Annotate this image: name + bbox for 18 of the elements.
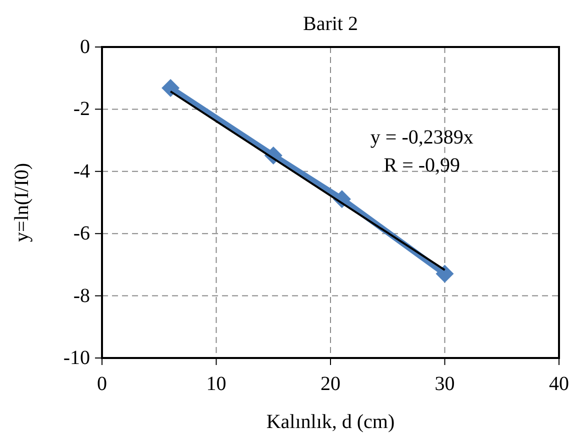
x-tick-label: 0	[97, 373, 107, 395]
x-tick-label: 10	[206, 373, 226, 395]
y-tick-label: -2	[73, 98, 90, 120]
point	[162, 79, 180, 98]
x-axis-title: Kalınlık, d (cm)	[266, 411, 395, 433]
y-axis-title: y=ln(I/I0)	[11, 162, 33, 242]
y-tick-label: 0	[80, 36, 90, 58]
y-tick-label: -4	[73, 160, 90, 182]
y-tick-label: -8	[73, 284, 90, 307]
y-tick-label: -6	[73, 222, 90, 245]
y-tick-label: -10	[63, 347, 90, 369]
point	[436, 264, 454, 283]
chart-title: Barit 2	[303, 13, 358, 35]
annotation: y = -0,2389x	[370, 126, 474, 148]
annotation: R = -0,99	[384, 154, 460, 176]
x-tick-label: 20	[320, 373, 340, 395]
x-tick-label: 30	[434, 373, 455, 395]
x-tick-label: 40	[549, 373, 569, 395]
